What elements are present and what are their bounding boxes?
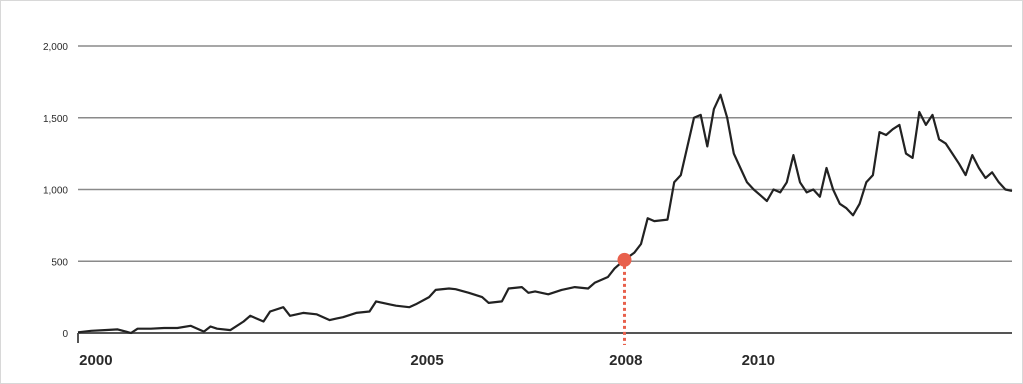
grid-layer — [77, 45, 1012, 343]
y-tick-label: 1,500 — [43, 114, 68, 125]
y-tick-label: 1,000 — [43, 186, 68, 197]
x-tick-label: 2000 — [79, 352, 112, 369]
y-tick-label: 500 — [51, 257, 68, 268]
x-tick-label: 2010 — [742, 352, 775, 369]
series-line — [77, 93, 1013, 335]
y-tick-label: 0 — [62, 329, 68, 340]
highlight-layer — [617, 252, 632, 345]
y-tick-label: 2,000 — [43, 42, 68, 53]
highlight-marker — [617, 252, 632, 267]
x-tick-label: 2005 — [410, 352, 443, 369]
x-tick-labels: 2000 2005 2008 2010 — [79, 352, 775, 369]
x-tick-label: 2008 — [609, 352, 642, 369]
y-tick-labels: 0 500 1,000 1,500 2,000 — [43, 42, 68, 340]
series-layer — [77, 93, 1013, 335]
